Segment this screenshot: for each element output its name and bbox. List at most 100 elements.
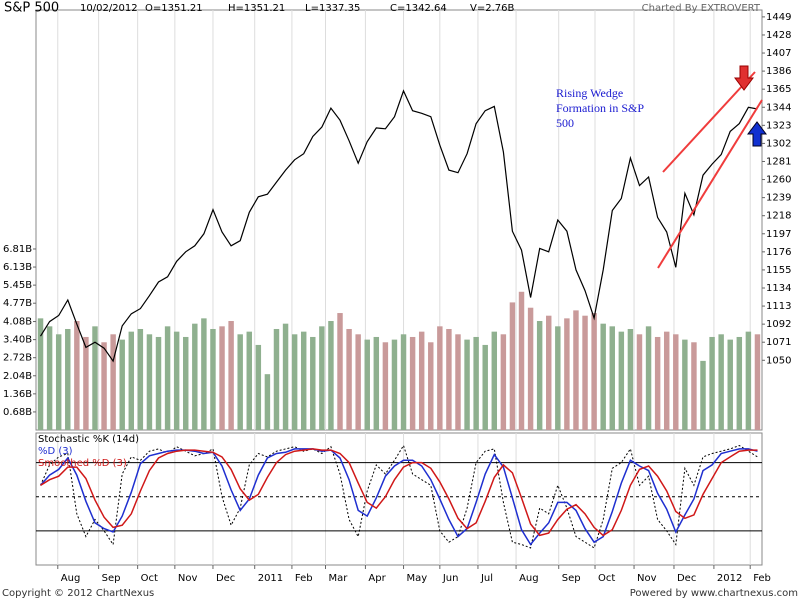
volume-bar [627,328,634,430]
stochastic-panel [35,432,763,566]
x-tick-label: Feb [295,573,313,584]
stochastic-line [39,448,758,546]
x-tick-label: Oct [598,573,615,584]
volume-bar [464,339,470,430]
volume-bar [282,323,289,430]
y2-tick-label: 3.40B [3,335,32,346]
volume-bar [346,328,352,430]
volume-bar [482,344,488,430]
volume-bar [155,336,162,430]
x-tick-label: Nov [178,573,198,584]
volume-bar [527,307,534,430]
volume-bar [573,310,579,430]
trend-line [657,99,763,269]
volume-bar [37,318,44,430]
volume-bar [536,321,543,430]
volume-bar [364,339,370,430]
y-tick-label: 1176 [766,247,791,258]
trend-line [662,71,756,173]
price-line [39,89,758,363]
volume-bar [409,336,416,430]
volume-bar [391,339,398,430]
y-tick-label: 1050 [766,355,791,366]
volume-bar [337,313,343,430]
volume-bar [691,342,697,430]
volume-bar [446,328,452,430]
volume-bar [645,326,652,430]
volume-bar [618,331,625,430]
volume-bar [455,334,461,430]
header-field: C=1342.64 [390,3,447,14]
x-tick-label: Sep [562,573,581,584]
volume-bar [673,334,679,430]
y-tick-label: 1302 [766,138,791,149]
footer: Copyright © 2012 ChartNexus [2,588,154,599]
volume-bar [119,339,125,430]
header-field: H=1351.21 [228,3,285,14]
volume-bar [745,331,752,430]
volume-bar [736,336,743,430]
y2-tick-label: 4.77B [3,298,32,309]
volume-bar [500,334,507,430]
volume-bar [328,321,334,430]
volume-bar [754,334,761,430]
volume-bar [600,323,606,430]
chart-title: S&P 500 [4,1,59,16]
annotation: Rising Wedge Formation in S&P 500 [556,86,644,130]
plot-layers [33,10,765,569]
volume-bar [65,328,71,430]
y-tick-label: 1260 [766,175,791,186]
y-tick-label: 1365 [766,84,791,95]
volume-bar [128,331,135,430]
volume-bar [92,326,98,430]
legend-entry: %D (3) [38,446,73,457]
y-tick-label: 1407 [766,48,791,59]
header-field: L=1337.35 [305,3,360,14]
x-tick-label: Aug [61,573,81,584]
x-tick-label: Oct [141,573,158,584]
stochastic-line [40,444,758,549]
y2-tick-label: 2.72B [3,353,32,364]
volume-bar [55,334,62,430]
y-tick-label: 1071 [766,337,791,348]
y-tick-label: 1092 [766,319,791,330]
x-tick-label: Jun [442,573,459,584]
volume-bar [210,328,216,430]
volume-bar [146,334,153,430]
volume-bar [654,336,661,430]
x-tick-label: Sep [102,573,121,584]
volume-bar [718,334,724,430]
x-tick-label: Dec [677,573,696,584]
volume-bar [400,334,407,430]
volume-bar [101,342,107,430]
legend-entry: Stochastic %K (14d) [38,434,139,445]
down-arrow [734,65,754,91]
x-tick-label: 2012 [717,573,742,584]
credit: Charted By EXTROVERT [642,3,761,14]
volume-bar [555,326,561,430]
x-tick-label: Nov [637,573,657,584]
volume-bar [591,313,597,430]
y-tick-label: 1344 [766,102,791,113]
x-tick-label: Apr [368,573,386,584]
x-tick-label: Feb [753,573,771,584]
x-tick-label: Aug [519,573,539,584]
volume-bar [491,331,498,430]
volume-bar [355,334,361,430]
volume-bar [428,342,434,430]
header-field: V=2.76B [470,3,514,14]
volume-bar [83,336,89,430]
volume-bar [46,326,53,430]
header-field: 10/02/2012 [80,3,138,14]
y-tick-label: 1323 [766,120,791,131]
volume-bar [192,323,198,430]
y2-tick-label: 5.45B [3,280,32,291]
volume-bar [173,331,180,430]
volume-bar [237,334,243,430]
x-tick-label: Dec [216,573,235,584]
x-tick-label: May [407,573,428,584]
x-tick-label: 2011 [258,573,283,584]
y-tick-label: 1239 [766,193,791,204]
y2-tick-label: 6.13B [3,262,32,273]
